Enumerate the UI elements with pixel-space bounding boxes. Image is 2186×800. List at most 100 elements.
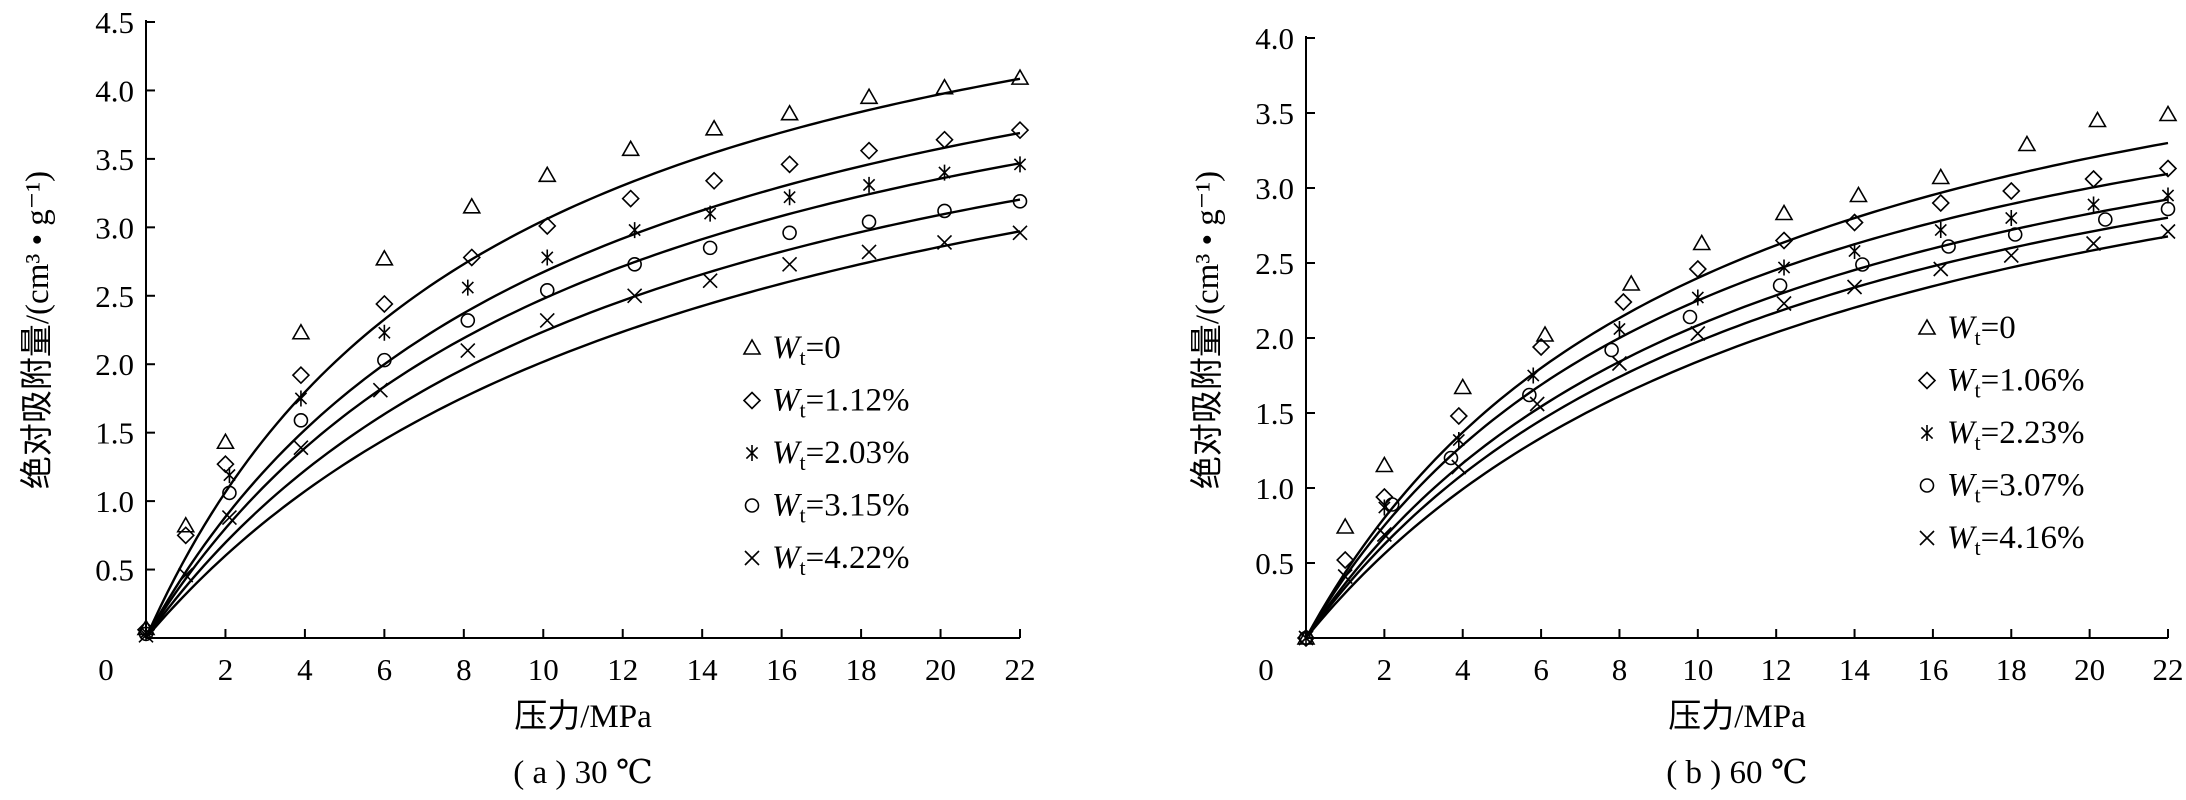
data-point-triangle <box>1535 325 1555 342</box>
data-point-asterisk <box>541 249 554 266</box>
data-point-asterisk <box>1691 289 1704 306</box>
legend-marker-triangle <box>742 338 762 355</box>
data-point-cross <box>539 312 555 328</box>
data-point-cross <box>2160 223 2176 240</box>
data-point-cross <box>2003 247 2019 264</box>
legend-label-2: Wt=2.03% <box>772 435 909 475</box>
data-point-triangle <box>1621 274 1641 291</box>
y-tick-label-2-0: 2.0 <box>1255 321 1294 356</box>
x-tick-label-8: 8 <box>1612 652 1628 687</box>
data-point-circle <box>2007 227 2023 242</box>
data-point-circle <box>1298 630 1314 646</box>
x-tick-label-12: 12 <box>607 652 638 687</box>
y-tick-label-3-5: 3.5 <box>95 142 134 177</box>
data-point-triangle <box>1335 517 1355 534</box>
data-point-cross <box>627 288 643 304</box>
data-point-triangle <box>780 104 799 121</box>
data-point-diamond <box>1614 292 1633 312</box>
data-point-diamond <box>375 294 394 314</box>
data-point-circle <box>937 203 952 219</box>
series-wt-2-03 <box>139 156 1027 641</box>
legend-marker-diamond <box>742 391 762 410</box>
data-point-cross <box>1337 568 1353 585</box>
data-point-circle <box>702 240 718 256</box>
data-point-asterisk <box>1013 156 1027 173</box>
series-wt-3-15 <box>138 194 1028 642</box>
x-tick-label-22: 22 <box>1005 652 1036 687</box>
legend-marker-triangle <box>1917 318 1937 335</box>
data-point-circle <box>1604 342 1619 358</box>
data-point-circle <box>1012 194 1028 209</box>
data-point-circle <box>1772 278 1788 293</box>
data-point-triangle <box>1692 233 1712 251</box>
x-tick-label-16: 16 <box>766 652 797 687</box>
fit-curve-wt-0 <box>1304 141 2169 639</box>
legend-marker-diamond <box>1917 371 1937 390</box>
data-point-triangle <box>2017 134 2037 152</box>
data-point-diamond <box>621 189 640 208</box>
data-point-triangle <box>704 119 724 136</box>
legend-label-3: Wt=3.15% <box>772 488 909 528</box>
data-point-triangle <box>859 87 879 105</box>
data-point-triangle <box>2158 104 2178 122</box>
x-tick-label-20: 20 <box>2074 652 2105 687</box>
data-point-asterisk <box>783 189 796 206</box>
data-point-triangle <box>291 323 311 340</box>
legend-label-0: Wt=0 <box>772 330 841 370</box>
series-wt-1-06 <box>1296 159 2178 648</box>
data-point-cross <box>1776 295 1792 312</box>
x-tick-label-10: 10 <box>528 652 559 687</box>
y-tick-label-1-0: 1.0 <box>1255 471 1294 506</box>
y-axis-label: 绝对吸附量/(cm³ • g⁻¹) <box>19 171 56 489</box>
legend-label-3: Wt=3.07% <box>1947 468 2084 508</box>
origin-label: 0 <box>98 652 114 687</box>
data-point-cross <box>1376 526 1392 543</box>
y-axis-label: 绝对吸附量/(cm³ • g⁻¹) <box>1189 171 1226 489</box>
y-tick-label-4-0: 4.0 <box>1255 21 1294 56</box>
fit-curve-wt-2-03 <box>144 162 1021 639</box>
data-point-cross <box>178 567 194 583</box>
data-point-circle <box>1855 257 1870 272</box>
data-point-circle <box>627 256 642 272</box>
data-point-asterisk <box>703 205 717 222</box>
data-point-diamond <box>462 248 481 267</box>
x-axis-label: 压力/MPa <box>514 698 652 735</box>
x-tick-label-10: 10 <box>1682 652 1713 687</box>
y-tick-label-1-5: 1.5 <box>1255 396 1294 431</box>
data-point-cross <box>782 256 798 272</box>
data-point-asterisk <box>2161 187 2175 204</box>
y-tick-label-0-5: 0.5 <box>1255 546 1294 581</box>
data-point-circle <box>460 313 476 328</box>
data-point-cross <box>138 627 154 643</box>
x-tick-label-4: 4 <box>297 652 313 687</box>
legend-label-2: Wt=2.23% <box>1947 415 2084 455</box>
data-point-cross <box>861 244 877 260</box>
x-tick-label-8: 8 <box>456 652 472 687</box>
panel-caption: ( a ) 30 ℃ <box>513 755 653 791</box>
data-point-circle <box>138 626 154 642</box>
y-tick-label-3-0: 3.0 <box>1255 171 1294 206</box>
data-point-cross <box>702 273 718 289</box>
data-point-cross <box>372 382 388 398</box>
data-point-circle <box>861 214 877 230</box>
data-point-diamond <box>859 141 879 160</box>
fit-curve-wt-4-22 <box>145 230 1021 639</box>
data-point-cross <box>1846 279 1863 295</box>
data-point-cross <box>1611 355 1628 372</box>
y-tick-label-0-5: 0.5 <box>95 553 134 588</box>
data-point-asterisk <box>461 279 474 296</box>
data-point-circle <box>2160 201 2176 217</box>
x-tick-label-22: 22 <box>2153 652 2184 687</box>
data-point-asterisk <box>1527 367 1540 384</box>
x-axis-label: 压力/MPa <box>1668 698 1806 735</box>
data-point-cross <box>1529 396 1545 412</box>
data-point-triangle <box>1931 167 1951 185</box>
data-point-triangle <box>1849 185 1868 203</box>
y-tick-label-3-0: 3.0 <box>95 210 134 245</box>
data-point-triangle <box>537 165 557 183</box>
series-wt-0 <box>136 68 1030 639</box>
data-point-circle <box>1941 239 1956 254</box>
data-point-cross <box>1298 630 1314 646</box>
data-point-cross <box>460 342 476 359</box>
data-point-diamond <box>1010 121 1030 140</box>
